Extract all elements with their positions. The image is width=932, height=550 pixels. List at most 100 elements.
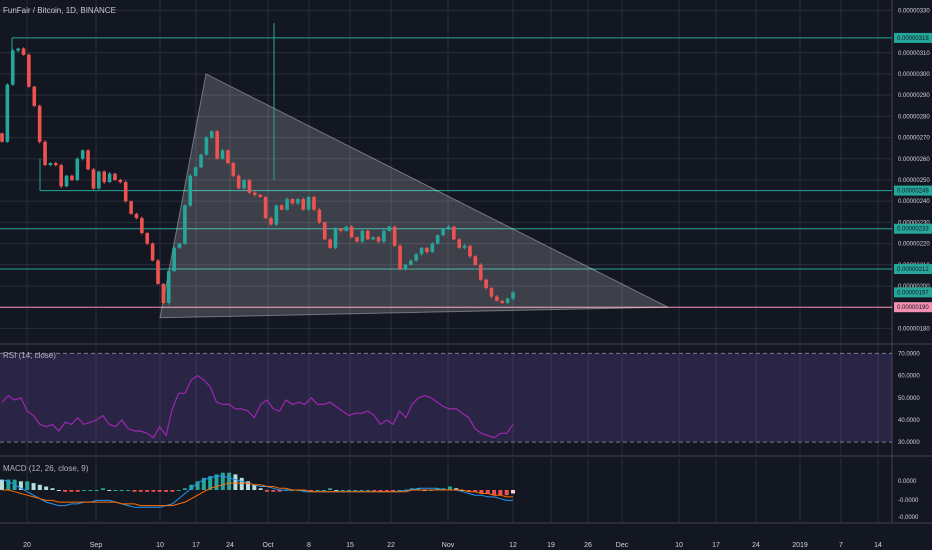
x-tick-label: 24 — [752, 542, 760, 549]
candle-body — [80, 150, 85, 159]
level-badge-label: 0.00000190 — [897, 305, 929, 311]
candle-body — [505, 298, 510, 303]
candle-body — [322, 222, 327, 240]
macd-histogram-bar — [94, 490, 99, 491]
macd-histogram-bar — [151, 490, 156, 492]
macd-histogram-bar — [233, 474, 238, 490]
candle-body — [371, 237, 375, 240]
rsi-tick-label: 30.0000 — [898, 440, 920, 446]
macd-histogram-bar — [334, 490, 339, 491]
macd-tick-label: -0.0000 — [898, 515, 919, 521]
macd-histogram-bar — [365, 490, 370, 491]
macd-histogram-bar — [189, 484, 194, 490]
candle-body — [253, 192, 257, 195]
macd-histogram-bar — [56, 490, 61, 491]
x-tick-label: 2019 — [792, 542, 808, 549]
macd-histogram-bar — [195, 481, 200, 490]
candle-body — [414, 254, 418, 261]
candle-body — [32, 86, 37, 106]
macd-histogram-bar — [410, 488, 415, 490]
macd-histogram-bar — [227, 472, 232, 490]
candle-body — [258, 194, 262, 197]
candle-body — [188, 175, 193, 206]
candle-body — [382, 230, 386, 242]
candle-body — [156, 260, 160, 284]
candle-body — [425, 247, 429, 253]
x-tick-label: 17 — [192, 542, 200, 549]
candle-body — [344, 226, 349, 231]
y-tick-label: 0.00000240 — [898, 199, 930, 205]
level-badge — [894, 264, 932, 275]
candle-body — [333, 228, 338, 248]
macd-histogram-bar — [25, 481, 30, 490]
y-tick-label: 0.00000200 — [898, 284, 930, 290]
macd-histogram-bar — [271, 490, 276, 492]
macd-histogram-bar — [466, 490, 471, 492]
candle-body — [53, 163, 58, 166]
candle-body — [511, 292, 515, 299]
candle-body — [484, 279, 488, 289]
candle-body — [328, 239, 332, 248]
rsi-line — [1, 374, 514, 439]
candle-body — [140, 218, 144, 233]
rsi-tick-label: 50.0000 — [898, 396, 920, 402]
macd-histogram-bar — [473, 490, 478, 492]
macd-histogram-bar — [100, 488, 105, 490]
macd-histogram-bar — [119, 490, 124, 491]
candle-body — [102, 171, 106, 183]
candle-body — [269, 218, 273, 225]
macd-histogram-bar — [82, 490, 87, 491]
y-tick-label: 0.00000290 — [898, 93, 930, 99]
candle-body — [419, 247, 424, 255]
y-tick-label: 0.00000260 — [898, 157, 930, 163]
macd-histogram-bar — [69, 490, 74, 492]
candle-body — [349, 226, 354, 238]
macd-tick-label: 0.0000 — [898, 479, 917, 485]
macd-histogram-bar — [164, 490, 169, 492]
macd-histogram-bar — [37, 484, 42, 490]
candle-body — [64, 175, 69, 187]
candle-body — [441, 228, 445, 236]
candle-body — [392, 226, 397, 246]
macd-histogram-bar — [277, 490, 282, 492]
x-tick-label: 14 — [874, 542, 882, 549]
macd-histogram-bar — [359, 490, 364, 491]
candle-body — [97, 171, 101, 189]
macd-histogram-bar — [44, 486, 49, 490]
candle-body — [457, 239, 462, 248]
candle-body — [495, 296, 499, 301]
macd-histogram-bar — [157, 490, 162, 492]
level-badge — [894, 302, 932, 313]
candle-body — [462, 245, 467, 248]
macd-histogram-bar — [504, 490, 509, 496]
candles — [0, 47, 515, 305]
y-tick-label: 0.00000230 — [898, 220, 930, 226]
macd-histogram-bar — [132, 490, 137, 492]
x-tick-label: Dec — [616, 542, 629, 549]
candle-body — [500, 300, 505, 303]
candle-body — [339, 228, 343, 231]
macd-histogram-bar — [246, 481, 251, 490]
candle-body — [199, 154, 203, 168]
candle-body — [59, 165, 63, 187]
macd-histogram-bar — [258, 488, 263, 490]
macd-histogram-bar — [138, 490, 143, 492]
candle-body — [387, 226, 392, 231]
macd-histogram-bar — [309, 490, 314, 492]
macd-histogram-bar — [31, 483, 36, 490]
candle-body — [113, 173, 117, 180]
macd-histogram-bar — [315, 490, 320, 491]
candle-body — [5, 84, 10, 142]
candle-body — [166, 271, 171, 303]
level-badge — [894, 185, 932, 196]
x-tick-label: Nov — [442, 542, 455, 549]
candle-body — [134, 213, 139, 219]
candle-body — [226, 150, 230, 164]
candle-body — [296, 199, 300, 204]
macd-histogram-bar — [346, 490, 351, 491]
macd-histogram-bar — [75, 490, 80, 492]
x-tick-label: 24 — [226, 542, 234, 549]
candle-body — [220, 150, 225, 159]
candle-body — [209, 131, 214, 138]
